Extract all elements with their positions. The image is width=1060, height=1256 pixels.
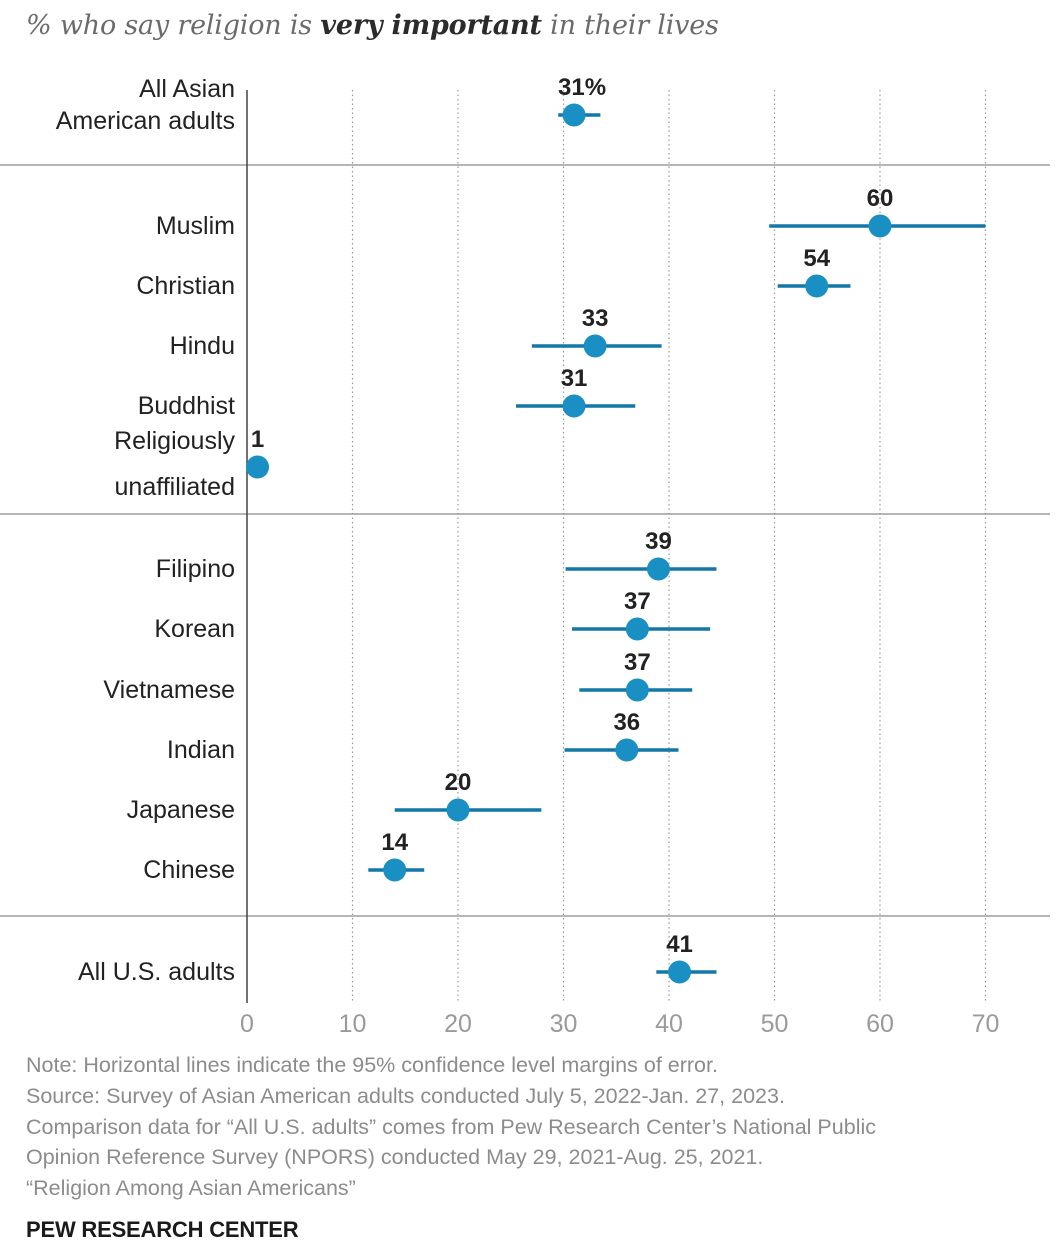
data-point-religiously-unaffiliated — [246, 455, 270, 479]
category-label-all-u-s-adults: All U.S. adults — [78, 958, 235, 986]
value-label-indian: 36 — [613, 709, 640, 736]
x-tick-label-0: 0 — [240, 1010, 254, 1038]
category-label-all-asian-american-adults-line2: American adults — [56, 107, 235, 135]
data-point-hindu — [583, 334, 607, 358]
data-point-filipino — [646, 557, 670, 581]
note-line: Note: Horizontal lines indicate the 95% … — [26, 1053, 718, 1077]
value-label-korean: 37 — [624, 588, 651, 615]
category-label-korean: Korean — [154, 615, 235, 643]
category-label-indian: Indian — [167, 736, 235, 764]
category-label-religiously-unaffiliated-line1: Religiously — [114, 427, 235, 455]
category-label-japanese: Japanese — [127, 796, 235, 824]
value-label-buddhist: 31 — [561, 365, 588, 392]
data-point-korean — [625, 617, 649, 641]
value-label-chinese: 14 — [381, 829, 408, 856]
value-label-religiously-unaffiliated: 1 — [251, 426, 264, 453]
dot-plot-chart: 0 10 20 30 40 50 60 70 All Asian American adults 3… — [0, 74, 1050, 1038]
subtitle-tail: in their lives — [550, 10, 719, 41]
x-tick-label-70: 70 — [972, 1010, 1000, 1038]
data-point-all-u-s-adults — [668, 960, 692, 984]
value-label-hindu: 33 — [582, 305, 609, 332]
value-label-all-u-s-adults: 41 — [666, 931, 693, 958]
category-label-religiously-unaffiliated-line2: unaffiliated — [115, 473, 235, 501]
chart-notes: Note: Horizontal lines indicate the 95% … — [26, 1050, 876, 1204]
subtitle-lead: % who say religion is — [26, 10, 312, 41]
data-point-japanese — [446, 798, 470, 822]
x-tick-label-60: 60 — [866, 1010, 894, 1038]
category-label-buddhist: Buddhist — [138, 392, 235, 420]
data-point-buddhist — [562, 394, 586, 418]
data-point-muslim — [868, 214, 892, 238]
category-label-muslim: Muslim — [156, 212, 235, 240]
brand-logo-text: PEW RESEARCH CENTER — [26, 1217, 299, 1242]
value-label-vietnamese: 37 — [624, 649, 651, 676]
source-line: Source: Survey of Asian American adults … — [26, 1083, 785, 1108]
x-tick-label-30: 30 — [550, 1010, 578, 1038]
value-label-all-asian-american-adults: 31% — [558, 74, 606, 101]
category-label-chinese: Chinese — [143, 856, 235, 884]
comparison-line: Comparison data for “All U.S. adults” co… — [26, 1114, 876, 1139]
data-point-christian — [805, 274, 829, 298]
value-label-christian: 54 — [803, 245, 830, 272]
x-tick-label-20: 20 — [444, 1010, 472, 1038]
comparison-line-cont: Opinion Reference Survey (NPORS) conduct… — [26, 1145, 764, 1170]
category-label-all-asian-american-adults-line1: All Asian — [139, 75, 235, 103]
chart-subtitle: % who say religion is very important in … — [26, 10, 719, 41]
category-label-filipino: Filipino — [156, 555, 235, 583]
category-label-hindu: Hindu — [170, 332, 235, 360]
report-title-line: “Religion Among Asian Americans” — [26, 1176, 356, 1201]
x-tick-label-10: 10 — [339, 1010, 367, 1038]
value-label-japanese: 20 — [445, 769, 472, 796]
x-tick-label-50: 50 — [761, 1010, 789, 1038]
data-point-all-asian-american-adults — [562, 103, 586, 127]
data-point-chinese — [383, 858, 407, 882]
category-label-vietnamese: Vietnamese — [103, 676, 235, 704]
value-label-filipino: 39 — [645, 528, 672, 555]
subtitle-emphasis: very important — [320, 10, 542, 41]
category-label-christian: Christian — [136, 272, 235, 300]
data-point-vietnamese — [625, 678, 649, 702]
x-tick-label-40: 40 — [655, 1010, 683, 1038]
value-label-muslim: 60 — [867, 185, 894, 212]
data-point-indian — [615, 738, 639, 762]
